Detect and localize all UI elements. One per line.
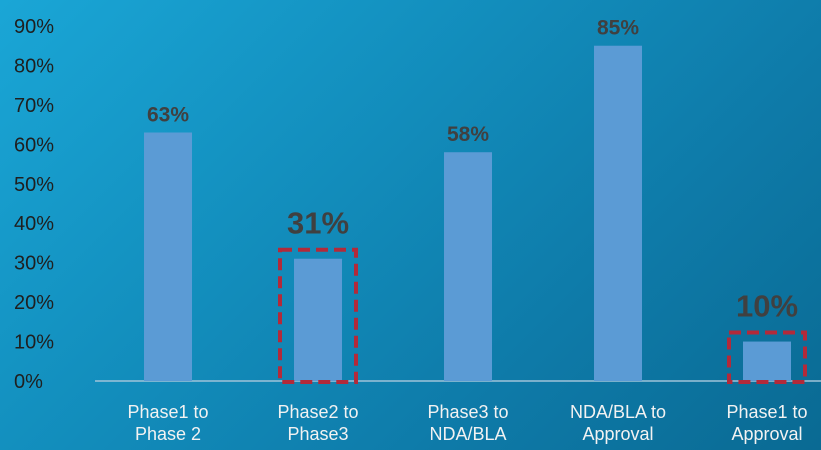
highlight-box (278, 247, 358, 384)
y-tick-label: 30% (14, 253, 54, 275)
x-tick-label: Approval (731, 424, 802, 444)
bar (144, 132, 192, 381)
x-tick-label: Phase 2 (135, 424, 201, 444)
y-tick-label: 50% (14, 174, 54, 196)
data-label: 10% (736, 289, 798, 324)
y-tick-label: 70% (14, 95, 54, 117)
y-tick-label: 40% (14, 213, 54, 235)
data-label: 85% (597, 17, 639, 40)
x-tick-label: NDA/BLA to (570, 402, 666, 422)
data-label: 63% (147, 104, 189, 127)
bar (444, 152, 492, 381)
y-tick-label: 80% (14, 55, 54, 77)
highlight-box (727, 330, 807, 384)
x-tick-label: Phase1 to (726, 402, 807, 422)
bar (594, 45, 642, 381)
y-tick-label: 90% (14, 16, 54, 38)
bar (294, 258, 342, 381)
y-tick-label: 10% (14, 332, 54, 354)
bars: 63% 31% 58% 85% 10% (144, 17, 807, 384)
x-tick-label: Phase3 (287, 424, 348, 444)
y-axis: 0% 10% 20% 30% 40% 50% 60% 70% 80% 90% (14, 16, 54, 393)
x-tick-label: Phase2 to (277, 402, 358, 422)
x-tick-label: Phase3 to (427, 402, 508, 422)
y-tick-label: 60% (14, 134, 54, 156)
y-tick-label: 0% (14, 371, 43, 393)
data-label: 31% (287, 206, 349, 241)
y-tick-label: 20% (14, 292, 54, 314)
x-tick-label: Phase1 to (127, 402, 208, 422)
bar (743, 341, 791, 381)
x-tick-label: NDA/BLA (429, 424, 506, 444)
x-tick-label: Approval (582, 424, 653, 444)
data-label: 58% (447, 123, 489, 146)
